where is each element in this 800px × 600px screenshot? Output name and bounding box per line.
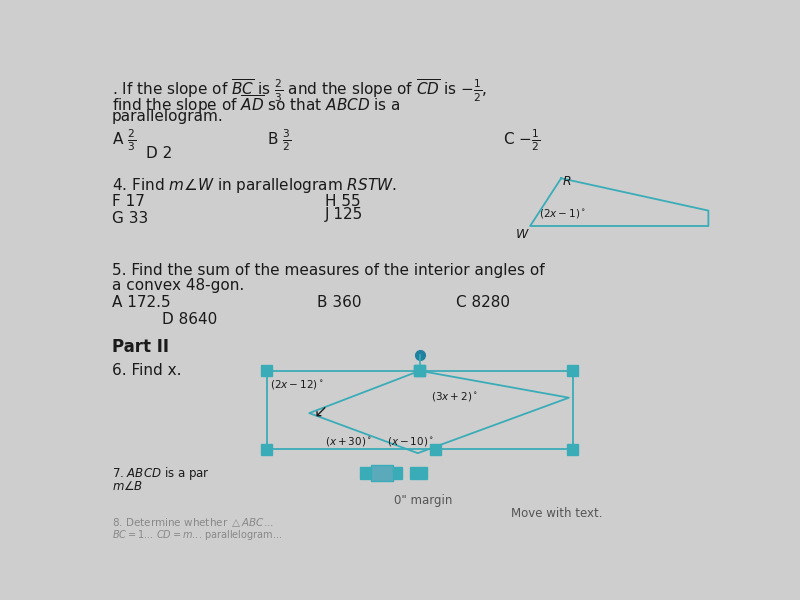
Text: $(2x-12)^\circ$: $(2x-12)^\circ$ [270,379,324,391]
Text: D 8640: D 8640 [162,312,218,327]
Text: $m\angle B$: $m\angle B$ [112,480,143,493]
Text: B $\frac{3}{2}$: B $\frac{3}{2}$ [266,127,290,153]
Text: 5. Find the sum of the measures of the interior angles of: 5. Find the sum of the measures of the i… [112,263,544,278]
Text: find the slope of $\overline{AD}$ so that $ABCD$ is a: find the slope of $\overline{AD}$ so tha… [112,94,400,116]
Text: W: W [516,227,529,241]
Bar [262,365,272,376]
Text: C 8280: C 8280 [457,295,510,310]
Bar [371,466,393,481]
Text: $(3x+2)^\circ$: $(3x+2)^\circ$ [431,390,478,403]
Bar [262,444,272,455]
Text: 7. $ABCD$ is a par: 7. $ABCD$ is a par [112,464,210,482]
Text: 6. Find x.: 6. Find x. [112,363,181,378]
Text: A 172.5: A 172.5 [112,295,170,310]
Text: H 55: H 55 [325,194,360,209]
Text: a convex 48-gon.: a convex 48-gon. [112,278,244,293]
Bar [360,467,377,479]
Text: 8. Determine whether $\triangle ABC$...: 8. Determine whether $\triangle ABC$... [112,515,274,529]
Text: 0" margin: 0" margin [394,494,453,507]
Text: A $\frac{2}{3}$: A $\frac{2}{3}$ [112,127,136,153]
Text: F 17: F 17 [112,194,145,209]
Text: $BC = 1$... $CD = m$... parallelogram...: $BC = 1$... $CD = m$... parallelogram... [112,528,282,542]
Text: $(2x-1)^\circ$: $(2x-1)^\circ$ [539,207,586,220]
Text: B 360: B 360 [317,295,362,310]
Bar [410,467,427,479]
Text: $(x-10)^\circ$: $(x-10)^\circ$ [386,436,434,448]
Text: D 2: D 2 [146,146,173,161]
Text: parallelogram.: parallelogram. [112,109,223,124]
Text: C $-\frac{1}{2}$: C $-\frac{1}{2}$ [503,127,540,153]
Text: Part II: Part II [112,338,169,356]
Text: . If the slope of $\overline{BC}$ is $\frac{2}{3}$ and the slope of $\overline{C: . If the slope of $\overline{BC}$ is $\f… [112,78,487,104]
Bar [414,365,425,376]
Text: J 125: J 125 [325,207,363,222]
Bar [386,467,402,479]
Bar [567,365,578,376]
Text: 4. Find $m\angle W$ in parallelogram $RSTW$.: 4. Find $m\angle W$ in parallelogram $RS… [112,176,397,195]
Bar [430,444,441,455]
Text: G 33: G 33 [112,211,148,226]
Bar [414,365,425,376]
Text: ↙: ↙ [313,403,327,421]
Bar [567,444,578,455]
Text: Move with text.: Move with text. [510,507,602,520]
Text: R: R [562,175,571,188]
Text: $(x+30)^\circ$: $(x+30)^\circ$ [325,436,372,448]
